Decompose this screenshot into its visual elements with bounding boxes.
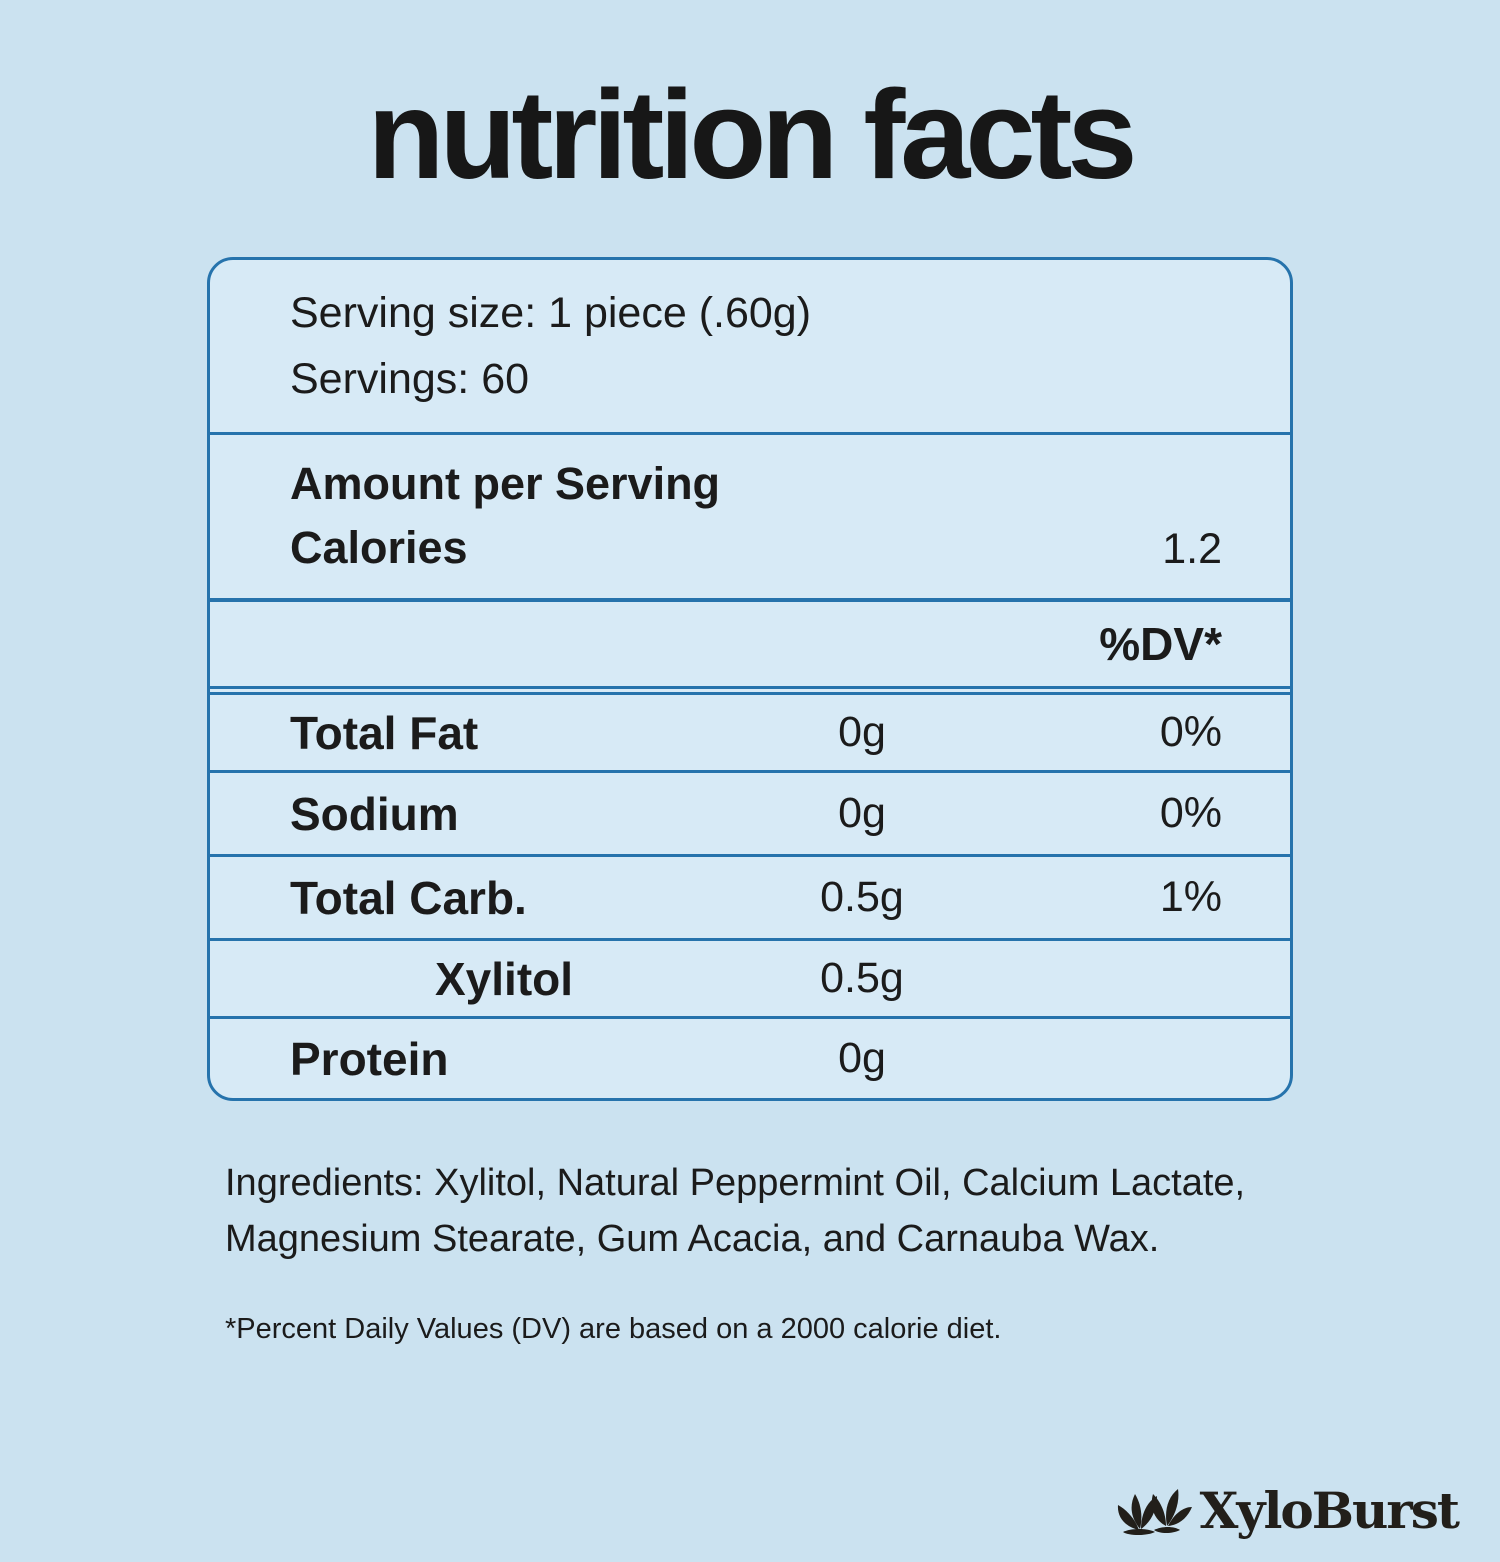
table-row-sodium: Sodium 0g 0% bbox=[210, 770, 1290, 854]
table-row-xylitol: Xylitol 0.5g bbox=[210, 938, 1290, 1016]
nutrient-amount: 0g bbox=[838, 1034, 886, 1082]
calories-section: Amount per Serving Calories 1.2 bbox=[210, 432, 1290, 598]
daily-value-header: %DV* bbox=[1099, 618, 1222, 670]
nutrient-amount: 0g bbox=[838, 789, 886, 837]
serving-info-section: Serving size: 1 piece (.60g) Servings: 6… bbox=[210, 260, 1290, 432]
nutrient-dv: 0% bbox=[1159, 789, 1222, 837]
servings-count-text: Servings: 60 bbox=[290, 355, 530, 403]
nutrition-facts-panel: Serving size: 1 piece (.60g) Servings: 6… bbox=[207, 257, 1293, 1101]
nutrient-dv: 1% bbox=[1159, 873, 1222, 921]
daily-value-footnote: *Percent Daily Values (DV) are based on … bbox=[225, 1313, 1002, 1346]
leaves-icon bbox=[1114, 1485, 1192, 1537]
brand-logo: XyloBurst bbox=[1114, 1481, 1460, 1540]
nutrient-name: Xylitol bbox=[435, 952, 574, 1005]
nutrient-amount: 0g bbox=[838, 708, 886, 756]
nutrient-name: Total Carb. bbox=[290, 871, 527, 924]
nutrient-dv: 0% bbox=[1159, 708, 1222, 756]
nutrient-name: Protein bbox=[290, 1032, 449, 1085]
nutrient-amount: 0.5g bbox=[820, 873, 904, 921]
calories-value: 1.2 bbox=[1162, 525, 1222, 573]
table-row-total-carb: Total Carb. 0.5g 1% bbox=[210, 854, 1290, 938]
daily-value-header-section: %DV* bbox=[210, 598, 1290, 686]
calories-row: Calories 1.2 bbox=[290, 516, 1222, 581]
nutrient-amount: 0.5g bbox=[820, 954, 904, 1002]
nutrient-name: Total Fat bbox=[290, 706, 479, 759]
calories-label: Calories bbox=[290, 522, 468, 573]
table-row-total-fat: Total Fat 0g 0% bbox=[210, 686, 1290, 770]
amount-per-serving-label: Amount per Serving bbox=[290, 458, 721, 509]
nutrient-name: Sodium bbox=[290, 787, 459, 840]
ingredients-text: Ingredients: Xylitol, Natural Peppermint… bbox=[225, 1162, 1246, 1261]
page-title: nutrition facts bbox=[367, 64, 1138, 205]
brand-wordmark: XyloBurst bbox=[1199, 1481, 1460, 1540]
serving-size-text: Serving size: 1 piece (.60g) bbox=[290, 289, 812, 337]
table-row-protein: Protein 0g bbox=[210, 1016, 1290, 1098]
